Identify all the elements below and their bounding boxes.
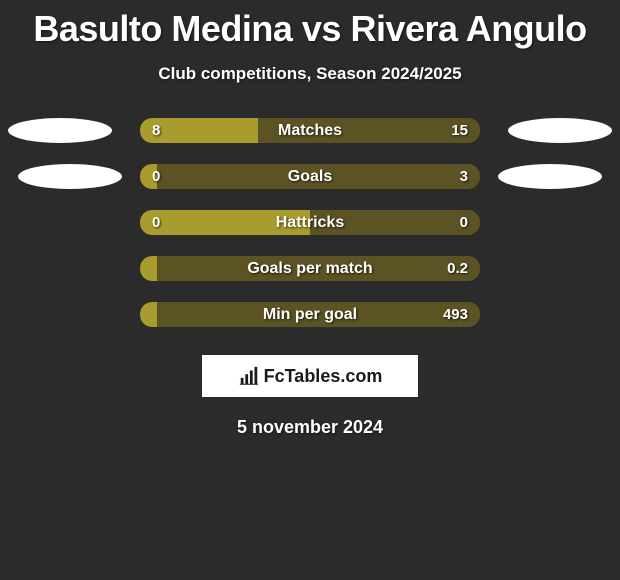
stat-label: Goals per match <box>140 256 480 281</box>
stat-value-right: 3 <box>460 164 468 189</box>
stat-label: Goals <box>140 164 480 189</box>
stat-value-right: 0.2 <box>447 256 468 281</box>
chart-icon <box>238 365 260 387</box>
stat-label: Min per goal <box>140 302 480 327</box>
stat-row: Goals per match0.2 <box>0 256 620 281</box>
stat-value-right: 15 <box>451 118 468 143</box>
player2-name: Rivera Angulo <box>350 8 586 49</box>
club-ellipse-right <box>498 164 602 189</box>
club-ellipse-right <box>508 118 612 143</box>
watermark-text: FcTables.com <box>264 366 383 387</box>
stat-row: 8Matches15 <box>0 118 620 143</box>
stat-bar: Goals per match0.2 <box>140 256 480 281</box>
subtitle: Club competitions, Season 2024/2025 <box>158 64 461 84</box>
infographic-container: Basulto Medina vs Rivera Angulo Club com… <box>0 0 620 438</box>
stat-bar: 8Matches15 <box>140 118 480 143</box>
stat-rows: 8Matches150Goals30Hattricks0Goals per ma… <box>0 118 620 327</box>
page-title: Basulto Medina vs Rivera Angulo <box>33 8 586 50</box>
vs-text: vs <box>302 8 341 49</box>
stat-value-right: 493 <box>443 302 468 327</box>
stat-bar: Min per goal493 <box>140 302 480 327</box>
stat-label: Matches <box>140 118 480 143</box>
stat-row: 0Hattricks0 <box>0 210 620 235</box>
club-ellipse-left <box>8 118 112 143</box>
stat-row: Min per goal493 <box>0 302 620 327</box>
stat-row: 0Goals3 <box>0 164 620 189</box>
club-ellipse-left <box>18 164 122 189</box>
stat-bar: 0Hattricks0 <box>140 210 480 235</box>
stat-value-right: 0 <box>460 210 468 235</box>
stat-bar: 0Goals3 <box>140 164 480 189</box>
player1-name: Basulto Medina <box>33 8 292 49</box>
watermark: FcTables.com <box>202 355 418 397</box>
stat-label: Hattricks <box>140 210 480 235</box>
date-text: 5 november 2024 <box>237 417 383 438</box>
